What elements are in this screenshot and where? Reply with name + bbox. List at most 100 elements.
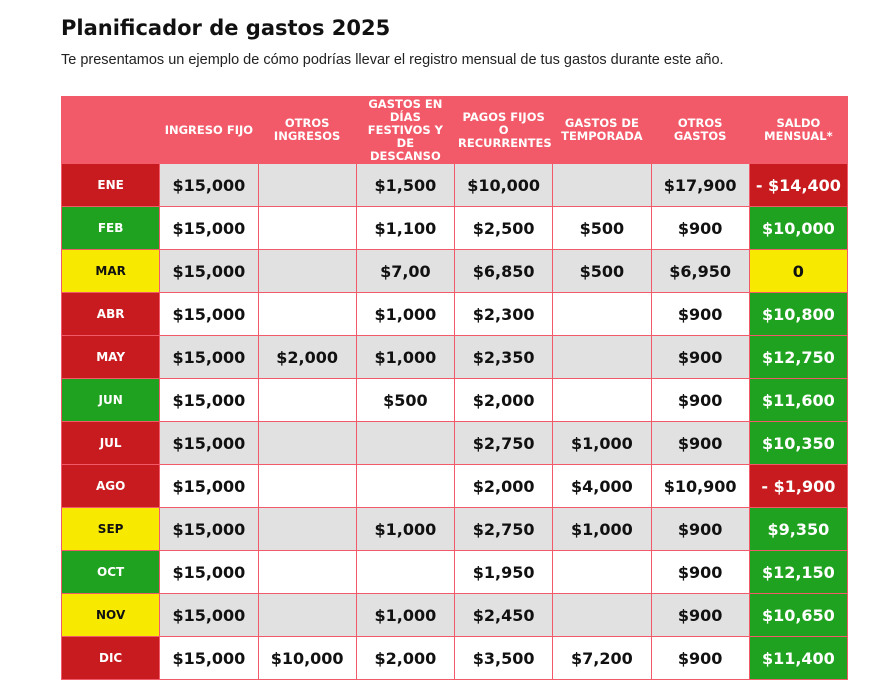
month-cell: JUL — [60, 421, 161, 465]
amount-cell: $15,000 — [159, 206, 259, 250]
saldo-cell: $9,350 — [748, 507, 849, 551]
table-row: OCT $15,000 $1,950 $900 $12,150 — [60, 550, 849, 594]
amount-cell: $1,000 — [355, 507, 456, 551]
amount-cell: $900 — [650, 507, 750, 551]
saldo-cell: $10,000 — [748, 206, 849, 250]
table-row: JUL $15,000 $2,750 $1,000 $900 $10,350 — [60, 421, 849, 465]
amount-cell: $2,300 — [453, 292, 554, 336]
amount-cell: $900 — [650, 593, 750, 637]
amount-cell: $1,000 — [355, 292, 456, 336]
amount-cell: $10,000 — [453, 163, 554, 207]
saldo-cell: - $14,400 — [748, 163, 849, 207]
column-header: GASTOS EN DÍAS FESTIVOS Y DE DESCANSO — [355, 96, 456, 164]
amount-cell — [355, 421, 456, 465]
table-row: FEB $15,000 $1,100 $2,500 $500 $900 $10,000 — [60, 206, 849, 250]
month-cell: MAR — [60, 249, 161, 293]
column-header: OTROS GASTOS — [650, 96, 750, 164]
amount-cell: $900 — [650, 421, 750, 465]
amount-cell — [257, 421, 357, 465]
amount-cell: $2,350 — [453, 335, 554, 379]
amount-cell: $7,200 — [552, 636, 652, 680]
table-row: DIC $15,000 $10,000 $2,000 $3,500 $7,200 $900 $… — [60, 636, 849, 680]
amount-cell: $15,000 — [159, 593, 259, 637]
amount-cell — [257, 507, 357, 551]
amount-cell: $7,00 — [355, 249, 456, 293]
saldo-cell: - $1,900 — [748, 464, 849, 508]
amount-cell: $3,500 — [453, 636, 554, 680]
amount-cell — [552, 593, 652, 637]
amount-cell: $1,100 — [355, 206, 456, 250]
month-cell: FEB — [60, 206, 161, 250]
column-header: GASTOS DE TEMPORADA — [552, 96, 652, 164]
amount-cell — [257, 163, 357, 207]
month-cell: AGO — [60, 464, 161, 508]
month-cell: SEP — [60, 507, 161, 551]
month-cell: ENE — [60, 163, 161, 207]
amount-cell: $15,000 — [159, 550, 259, 594]
month-cell: NOV — [60, 593, 161, 637]
saldo-cell: $11,400 — [748, 636, 849, 680]
table-row: AGO $15,000 $2,000 $4,000 $10,900- $1,900 — [60, 464, 849, 508]
amount-cell: $15,000 — [159, 163, 259, 207]
amount-cell — [355, 464, 456, 508]
saldo-cell: $12,750 — [748, 335, 849, 379]
amount-cell: $500 — [552, 206, 652, 250]
amount-cell: $15,000 — [159, 378, 259, 422]
table-row: MAY $15,000 $2,000 $1,000 $2,350 $900 $12,750 — [60, 335, 849, 379]
amount-cell — [257, 593, 357, 637]
amount-cell: $1,950 — [453, 550, 554, 594]
amount-cell: $10,900 — [650, 464, 750, 508]
amount-cell: $1,000 — [552, 421, 652, 465]
amount-cell: $4,000 — [552, 464, 652, 508]
saldo-cell: $12,150 — [748, 550, 849, 594]
saldo-cell: $11,600 — [748, 378, 849, 422]
saldo-cell: $10,800 — [748, 292, 849, 336]
amount-cell — [552, 550, 652, 594]
amount-cell: $500 — [355, 378, 456, 422]
amount-cell: $900 — [650, 636, 750, 680]
amount-cell: $2,000 — [257, 335, 357, 379]
amount-cell: $2,500 — [453, 206, 554, 250]
amount-cell: $6,950 — [650, 249, 750, 293]
amount-cell — [552, 378, 652, 422]
column-header: SALDO MENSUAL* — [748, 96, 849, 164]
saldo-cell: 0 — [748, 249, 849, 293]
amount-cell: $1,000 — [552, 507, 652, 551]
table-row: ABR $15,000 $1,000 $2,300 $900 $10,800 — [60, 292, 849, 336]
amount-cell — [552, 335, 652, 379]
amount-cell — [257, 550, 357, 594]
amount-cell: $6,850 — [453, 249, 554, 293]
amount-cell: $2,000 — [453, 464, 554, 508]
amount-cell: $15,000 — [159, 292, 259, 336]
amount-cell: $1,000 — [355, 335, 456, 379]
table-row: MAR $15,000 $7,00 $6,850 $500 $6,950 0 — [60, 249, 849, 293]
amount-cell: $17,900 — [650, 163, 750, 207]
saldo-cell: $10,650 — [748, 593, 849, 637]
amount-cell: $2,000 — [355, 636, 456, 680]
amount-cell: $15,000 — [159, 249, 259, 293]
column-header: PAGOS FIJOS O RECURRENTES — [453, 96, 554, 164]
amount-cell: $900 — [650, 292, 750, 336]
amount-cell — [257, 378, 357, 422]
title: Planificador de gastos 2025 — [61, 16, 391, 40]
amount-cell: $1,500 — [355, 163, 456, 207]
amount-cell: $2,000 — [453, 378, 554, 422]
month-cell: OCT — [60, 550, 161, 594]
amount-cell: $10,000 — [257, 636, 357, 680]
month-cell: MAY — [60, 335, 161, 379]
amount-cell — [257, 249, 357, 293]
amount-cell: $15,000 — [159, 507, 259, 551]
table-row: SEP $15,000 $1,000 $2,750 $1,000 $900 $9,350 — [60, 507, 849, 551]
amount-cell: $900 — [650, 335, 750, 379]
month-cell: ABR — [60, 292, 161, 336]
amount-cell: $900 — [650, 550, 750, 594]
table-row: JUN $15,000 $500 $2,000 $900 $11,600 — [60, 378, 849, 422]
amount-cell: $2,750 — [453, 507, 554, 551]
amount-cell: $1,000 — [355, 593, 456, 637]
amount-cell — [257, 464, 357, 508]
column-header: OTROS INGRESOS — [257, 96, 357, 164]
amount-cell: $15,000 — [159, 335, 259, 379]
saldo-cell: $10,350 — [748, 421, 849, 465]
amount-cell: $15,000 — [159, 464, 259, 508]
